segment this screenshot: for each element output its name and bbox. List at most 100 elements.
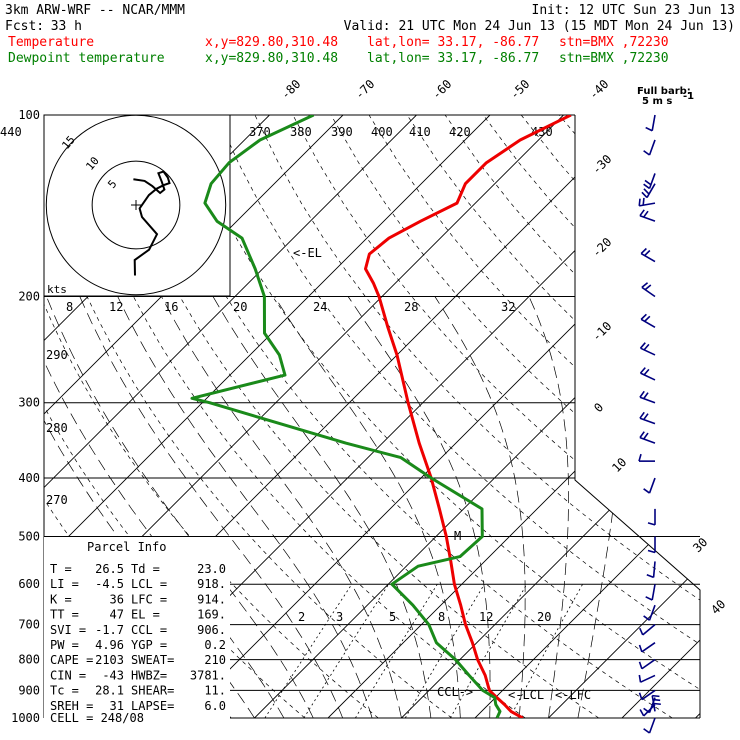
- dry-adiabat-line: [520, 115, 700, 718]
- mixing-ratio-label: 5: [389, 610, 396, 624]
- wind-barb-flag: [638, 692, 643, 700]
- parcel-value: 28.1: [95, 684, 124, 698]
- parcel-value: -1.7: [95, 623, 124, 637]
- parcel-value: 26.5: [95, 562, 124, 576]
- theta-e-label: 380: [290, 125, 312, 139]
- wind-barb-flag: [639, 367, 646, 374]
- wind-barb: [645, 114, 656, 132]
- dry-adiabat-line: [444, 115, 700, 718]
- isotherm-label: -30: [589, 152, 614, 177]
- parcel-info-box: Parcel Info T = 26.5 Td = 23.0 LI = -4.5 LCL =…: [44, 537, 230, 727]
- theta-e-label: 440: [0, 125, 22, 139]
- pressure-tick-label: 300: [18, 396, 40, 410]
- wind-barb: [643, 697, 656, 714]
- dry-adiabat-line: [482, 115, 700, 718]
- temp-scale-label: 20: [233, 300, 247, 314]
- isotherm-label: 10: [609, 455, 629, 475]
- parcel-label: LAPSE=: [131, 699, 174, 713]
- wind-barb-flag: [639, 209, 645, 217]
- wind-barb-flag: [639, 431, 645, 439]
- mixing-ratio-label: 20: [537, 610, 551, 624]
- mixing-ratio-line: [264, 583, 353, 718]
- wind-barb-staff: [648, 477, 656, 494]
- dry-adiabat-line: [140, 115, 673, 718]
- parcel-value: -4.5: [95, 577, 124, 591]
- wind-barb: [639, 623, 656, 636]
- isotherm-label: -40: [586, 77, 611, 102]
- mixing-ratio-line: [355, 583, 438, 718]
- temp-scale-label: 24: [313, 300, 327, 314]
- dry-adiabat-line: [44, 115, 379, 718]
- wind-barb: [638, 658, 656, 670]
- dry-adiabat-line: [64, 115, 526, 718]
- hodograph-trace: [133, 170, 171, 276]
- temp-scale-label: 12: [109, 300, 123, 314]
- wind-barb: [638, 197, 656, 207]
- dry-adiabat-line: [216, 115, 700, 718]
- wind-barb-staff: [641, 286, 656, 298]
- legend-dewpoint: Dewpoint temperature x,y=829.80,310.48 l…: [8, 51, 669, 66]
- wind-barb-staff: [640, 674, 656, 683]
- wind-barb: [646, 561, 656, 579]
- theta-e-label: 430: [531, 125, 553, 139]
- parcel-value: 918.: [197, 577, 226, 591]
- parcel-row: Tc = 28.1 SHEAR= 11.: [50, 684, 226, 698]
- parcel-value: -43: [102, 668, 124, 682]
- wind-barb-flag: [643, 707, 650, 714]
- wind-barb-flag: [644, 315, 651, 322]
- parcel-value: 36: [110, 592, 124, 606]
- wind-barb-flag: [638, 674, 642, 683]
- wind-barb-staff: [648, 697, 656, 713]
- pressure-tick-label: 200: [18, 290, 40, 304]
- legend-temperature: Temperature x,y=829.80,310.48 lat,lon= 3…: [8, 35, 669, 50]
- parcel-value: 47: [110, 608, 124, 622]
- wind-barb-flag: [643, 728, 650, 734]
- wind-barb-flag: [638, 644, 643, 653]
- dry-adiabat-line: [292, 115, 700, 718]
- wind-barb-flag: [641, 282, 649, 288]
- parcel-value: 169.: [197, 608, 226, 622]
- wind-barb: [639, 209, 656, 222]
- wind-barb-flag: [643, 615, 650, 621]
- moist-adiabat-line: [212, 296, 432, 718]
- parcel-label: HWBZ=: [131, 668, 167, 682]
- wind-barb-staff: [648, 717, 656, 734]
- wind-barb-flag: [643, 488, 650, 494]
- wind-barb-flag: [643, 392, 649, 400]
- isotherm-line: [474, 115, 700, 718]
- pressure-tick-label: 800: [18, 653, 40, 667]
- wind-barb-staff: [639, 396, 656, 404]
- pressure-tick-label: 600: [18, 577, 40, 591]
- theta-e-label: 370: [249, 125, 271, 139]
- wind-barb-staff: [639, 214, 656, 222]
- full-barb-title: Full barb:: [637, 86, 691, 97]
- isotherm-line: [695, 115, 700, 718]
- wind-barb-flag: [643, 343, 650, 351]
- isotherm-label: -70: [352, 77, 377, 102]
- max-wind-marker: M: [454, 529, 461, 543]
- full-barb-unit: -1: [683, 91, 694, 102]
- wind-barb-staff: [639, 202, 656, 207]
- dry-adiabat-line: [330, 115, 700, 718]
- moist-adiabat-line: [528, 296, 569, 718]
- wind-barb-staff: [643, 704, 656, 717]
- pressure-tick-label: 1000: [11, 711, 40, 725]
- model-title: 3km ARW-WRF -- NCAR/MMM: [5, 3, 185, 18]
- isotherm-line: [44, 115, 417, 718]
- wind-barb-flag: [644, 249, 651, 257]
- parcel-value: 11.: [204, 684, 226, 698]
- parcel-info-title: Parcel Info: [87, 540, 166, 554]
- pressure-tick-label: 100: [18, 108, 40, 122]
- parcel-label: SWEAT=: [131, 653, 174, 667]
- wind-barb-flag: [639, 342, 646, 349]
- wind-barb-flag: [643, 432, 649, 440]
- theta-label: 270: [46, 493, 68, 507]
- theta-e-label: 400: [371, 125, 393, 139]
- dry-adiabat-line: [254, 115, 700, 718]
- wind-barb-flag: [639, 411, 645, 419]
- moist-adiabat-line: [46, 296, 314, 718]
- legend-dewpoint-xy: x,y=829.80,310.48: [205, 51, 338, 66]
- theta-e-label: 420: [449, 125, 471, 139]
- wind-barb-flag: [638, 453, 642, 462]
- full-barb-key: Full barb: 5 m s -1: [637, 86, 694, 107]
